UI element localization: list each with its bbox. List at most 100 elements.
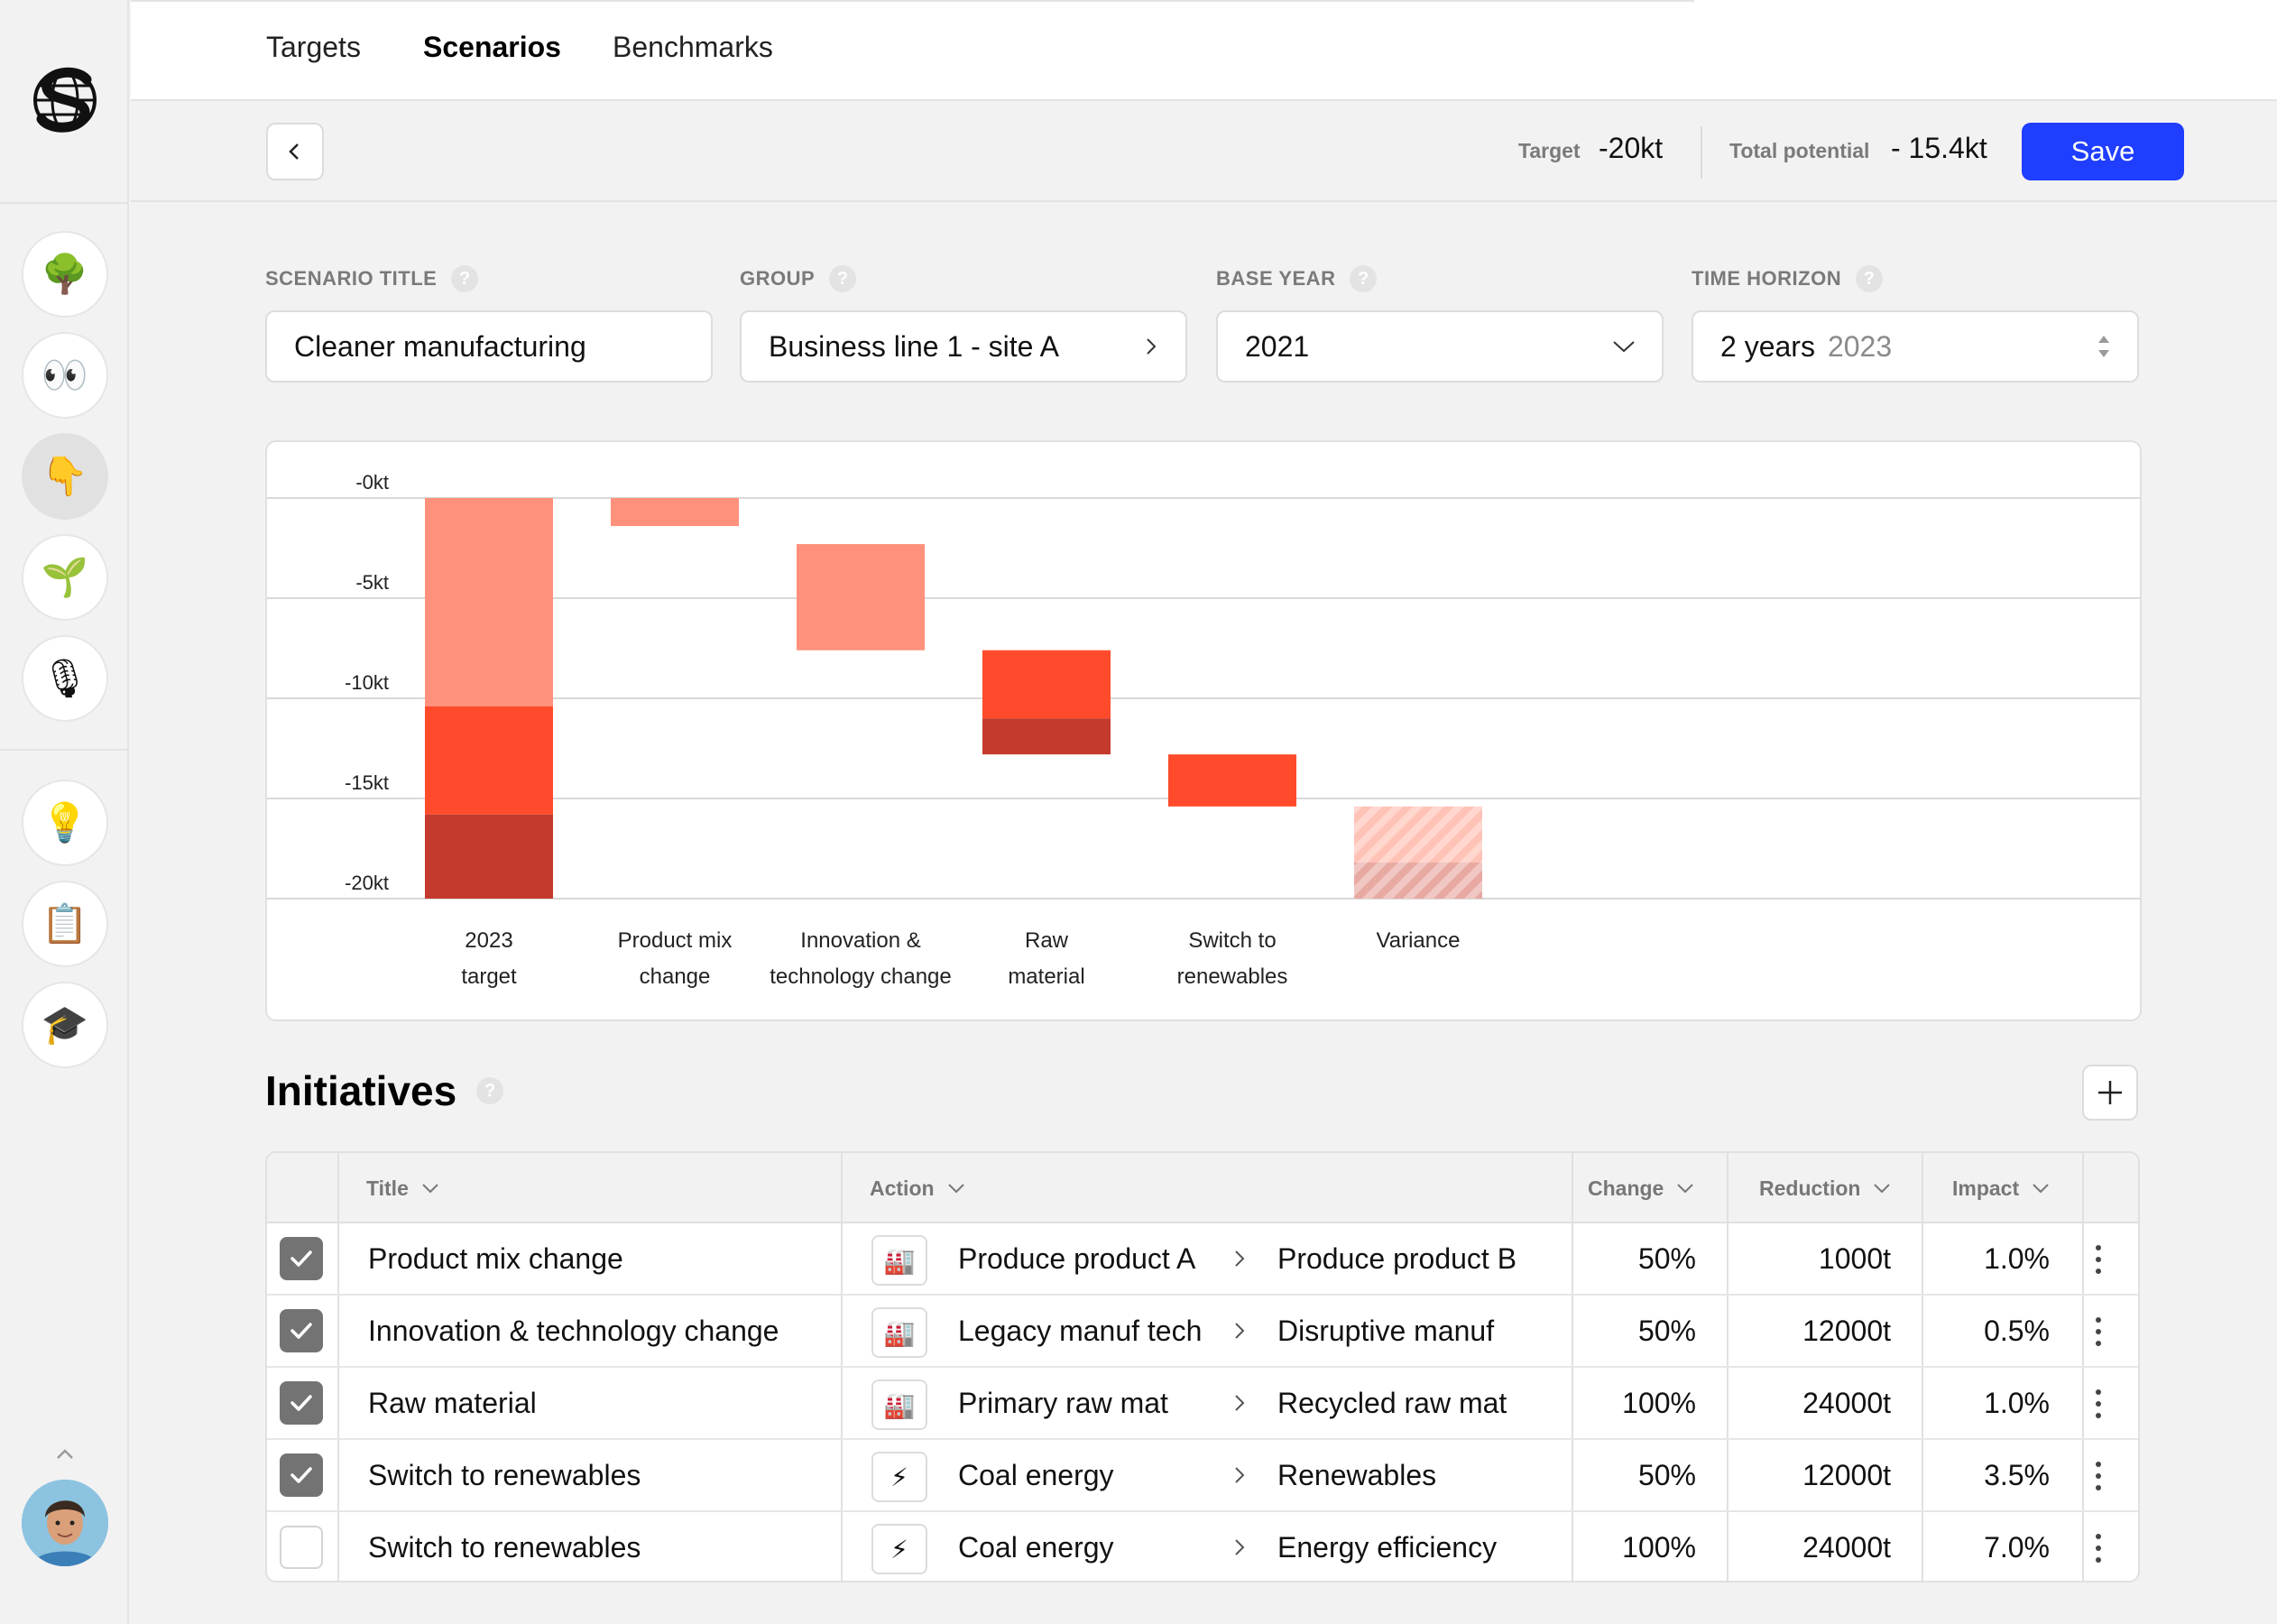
row-menu-icon[interactable] xyxy=(2089,1386,2107,1422)
row-menu-icon[interactable] xyxy=(2089,1314,2107,1350)
row-checkbox[interactable] xyxy=(280,1453,323,1497)
top-divider xyxy=(131,0,1694,2)
x-category-label: technology change xyxy=(770,964,952,989)
chevron-down-icon xyxy=(947,1184,964,1194)
tab-targets[interactable]: Targets xyxy=(266,31,361,63)
col-reduction-header[interactable]: Reduction xyxy=(1759,1153,1891,1223)
row-checkbox[interactable] xyxy=(280,1381,323,1425)
chevron-right-icon xyxy=(1235,1250,1245,1267)
bar-segment xyxy=(611,498,739,527)
tab-scenarios[interactable]: Scenarios xyxy=(423,31,561,63)
graduation-cap-icon[interactable]: 🎓 xyxy=(22,982,108,1068)
table-header: Title Action Change Reduction Impact xyxy=(267,1153,2138,1223)
reduction-value: 24000t xyxy=(1802,1530,1891,1564)
col-change-header[interactable]: Change xyxy=(1588,1153,1694,1223)
y-tick-label: -20kt xyxy=(345,872,389,894)
time-horizon-label: TIME HORIZON ? xyxy=(1692,265,1884,292)
scenario-title-input[interactable]: Cleaner manufacturing xyxy=(265,310,713,383)
x-category-label: Innovation & xyxy=(800,928,920,953)
chevron-down-icon xyxy=(1677,1184,1694,1194)
col-title-header[interactable]: Title xyxy=(366,1153,439,1223)
initiative-title: Switch to renewables xyxy=(368,1458,641,1491)
lightbulb-icon[interactable]: 💡 xyxy=(22,780,108,866)
initiative-title: Raw material xyxy=(368,1386,537,1419)
microphone-icon[interactable]: 🎙 xyxy=(22,635,108,722)
change-value: 50% xyxy=(1637,1458,1696,1491)
row-menu-icon[interactable] xyxy=(2089,1530,2107,1566)
table-row[interactable]: Innovation & technology change 🏭 Legacy ma… xyxy=(267,1296,2138,1368)
impact-value: 7.0% xyxy=(1984,1530,2050,1564)
initiatives-heading: Initiatives ? xyxy=(265,1066,504,1115)
back-button[interactable] xyxy=(266,123,324,180)
impact-value: 1.0% xyxy=(1984,1386,2050,1419)
col-impact-header[interactable]: Impact xyxy=(1952,1153,2050,1223)
row-menu-icon[interactable] xyxy=(2089,1458,2107,1494)
checkmark-icon xyxy=(290,1467,312,1483)
chevron-up-icon[interactable] xyxy=(51,1440,79,1469)
action-from: Primary raw mat xyxy=(958,1386,1168,1419)
chevron-right-icon xyxy=(1235,1467,1245,1483)
lightning-icon: ⚡ xyxy=(871,1524,927,1574)
x-category-label: target xyxy=(461,964,517,989)
x-category-label: change xyxy=(640,964,711,989)
scenario-title-label: SCENARIO TITLE ? xyxy=(265,265,479,292)
time-horizon-stepper[interactable]: 2 years 2023 xyxy=(1692,310,2139,383)
base-year-select[interactable]: 2021 xyxy=(1216,310,1664,383)
avatar[interactable] xyxy=(22,1480,108,1566)
stepper-arrows-icon[interactable] xyxy=(2096,330,2112,363)
bar-segment xyxy=(982,650,1111,719)
checkmark-icon xyxy=(290,1323,312,1339)
action-to: Energy efficiency xyxy=(1277,1530,1498,1564)
seedling-icon[interactable]: 🌱 xyxy=(22,534,108,621)
plus-icon xyxy=(2098,1081,2122,1104)
chevron-down-icon xyxy=(1613,341,1635,353)
lightning-icon: ⚡ xyxy=(871,1452,927,1502)
table-row[interactable]: Switch to renewables ⚡ Coal energy Renewabl… xyxy=(267,1440,2138,1512)
base-year-label: BASE YEAR ? xyxy=(1216,265,1378,292)
table-row[interactable]: Switch to renewables ⚡ Coal energy Energy e… xyxy=(267,1512,2138,1581)
chevron-down-icon xyxy=(422,1184,438,1194)
chevron-down-icon xyxy=(1874,1184,1891,1194)
clipboard-icon[interactable]: 📋 xyxy=(22,881,108,967)
help-icon[interactable]: ? xyxy=(829,265,857,292)
x-category-label: material xyxy=(1008,964,1084,989)
bar-hatch xyxy=(1354,806,1482,863)
chevron-right-icon xyxy=(1147,338,1157,355)
factory-icon: 🏭 xyxy=(871,1379,927,1430)
bar-segment xyxy=(1168,754,1296,807)
bar-segment xyxy=(425,498,553,706)
action-from: Coal energy xyxy=(958,1530,1114,1564)
change-value: 100% xyxy=(1622,1386,1696,1419)
group-label: GROUP ? xyxy=(740,265,857,292)
help-icon[interactable]: ? xyxy=(1856,265,1884,292)
initiative-title: Product mix change xyxy=(368,1241,623,1275)
row-checkbox[interactable] xyxy=(280,1237,323,1280)
tree-icon[interactable]: 🌳 xyxy=(22,231,108,318)
initiative-title: Innovation & technology change xyxy=(368,1314,779,1347)
help-icon[interactable]: ? xyxy=(1350,265,1378,292)
horizon-end-year: 2023 xyxy=(1827,329,1893,363)
table-row[interactable]: Raw material 🏭 Primary raw mat Recycled raw… xyxy=(267,1368,2138,1440)
help-icon[interactable]: ? xyxy=(476,1077,504,1104)
tab-benchmarks[interactable]: Benchmarks xyxy=(613,31,773,63)
x-category-label: Switch to xyxy=(1188,928,1276,953)
pointing-down-icon[interactable]: 👇 xyxy=(22,433,108,520)
bar-segment xyxy=(982,718,1111,755)
action-from: Legacy manuf tech xyxy=(958,1314,1203,1347)
row-menu-icon[interactable] xyxy=(2089,1241,2107,1278)
y-tick-label: -10kt xyxy=(345,671,389,694)
bar-hatch xyxy=(1354,863,1482,899)
table-row[interactable]: Product mix change 🏭 Produce product A Prod… xyxy=(267,1223,2138,1296)
factory-icon: 🏭 xyxy=(871,1235,927,1286)
bar-segment xyxy=(425,814,553,899)
group-selector[interactable]: Business line 1 - site A xyxy=(740,310,1187,383)
help-icon[interactable]: ? xyxy=(451,265,479,292)
globe-logo-icon[interactable] xyxy=(31,52,99,148)
col-action-header[interactable]: Action xyxy=(870,1153,965,1223)
row-checkbox[interactable] xyxy=(280,1526,323,1569)
row-checkbox[interactable] xyxy=(280,1309,323,1352)
save-button[interactable]: Save xyxy=(2022,123,2184,180)
eyes-icon[interactable]: 👀 xyxy=(22,332,108,419)
add-initiative-button[interactable] xyxy=(2082,1065,2138,1121)
chevron-left-icon xyxy=(289,143,299,160)
